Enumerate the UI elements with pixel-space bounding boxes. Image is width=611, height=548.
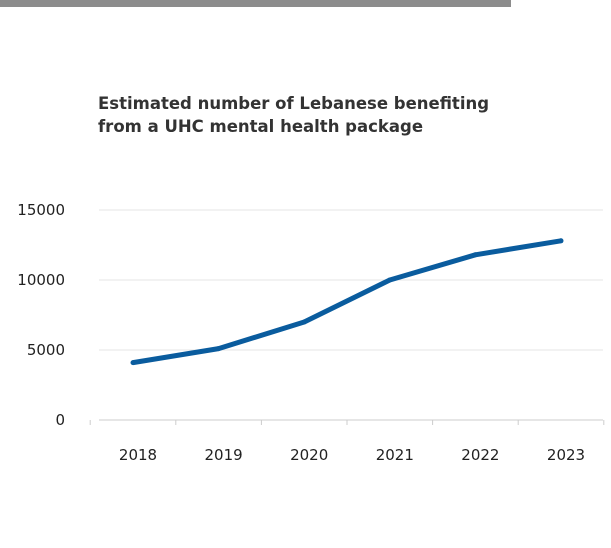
x-tick-label-2019: 2019: [205, 446, 243, 464]
series-line: [132, 238, 562, 366]
chart-title: Estimated number of Lebanese benefiting …: [98, 92, 578, 138]
top-header-bar: [0, 0, 511, 7]
x-tick-label-2018: 2018: [119, 446, 157, 464]
chart-title-line-2: from a UHC mental health package: [98, 117, 424, 136]
data-point-2023: [558, 238, 564, 244]
data-point-2020: [301, 319, 307, 325]
y-tick-label-0: 0: [55, 411, 65, 429]
y-tick-label-15000: 15000: [17, 201, 65, 219]
x-tick-label-2022: 2022: [461, 446, 499, 464]
x-axis-tick-labels: 2018 2019 2020 2021 2022 2023: [119, 446, 585, 464]
x-tick-label-2023: 2023: [547, 446, 585, 464]
y-axis-tick-labels: 0 5000 10000 15000: [17, 201, 65, 429]
y-tick-label-5000: 5000: [27, 341, 65, 359]
gridlines: [99, 209, 603, 351]
y-tick-label-10000: 10000: [17, 271, 65, 289]
data-point-2018: [130, 360, 136, 366]
data-point-2022: [472, 252, 478, 258]
x-axis: [89, 419, 605, 425]
series-layer: [130, 238, 564, 366]
x-tick-label-2020: 2020: [290, 446, 328, 464]
data-point-2021: [387, 277, 393, 283]
data-point-2019: [216, 346, 222, 352]
chart-title-line-1: Estimated number of Lebanese benefiting: [98, 94, 490, 113]
x-tick-label-2021: 2021: [376, 446, 414, 464]
